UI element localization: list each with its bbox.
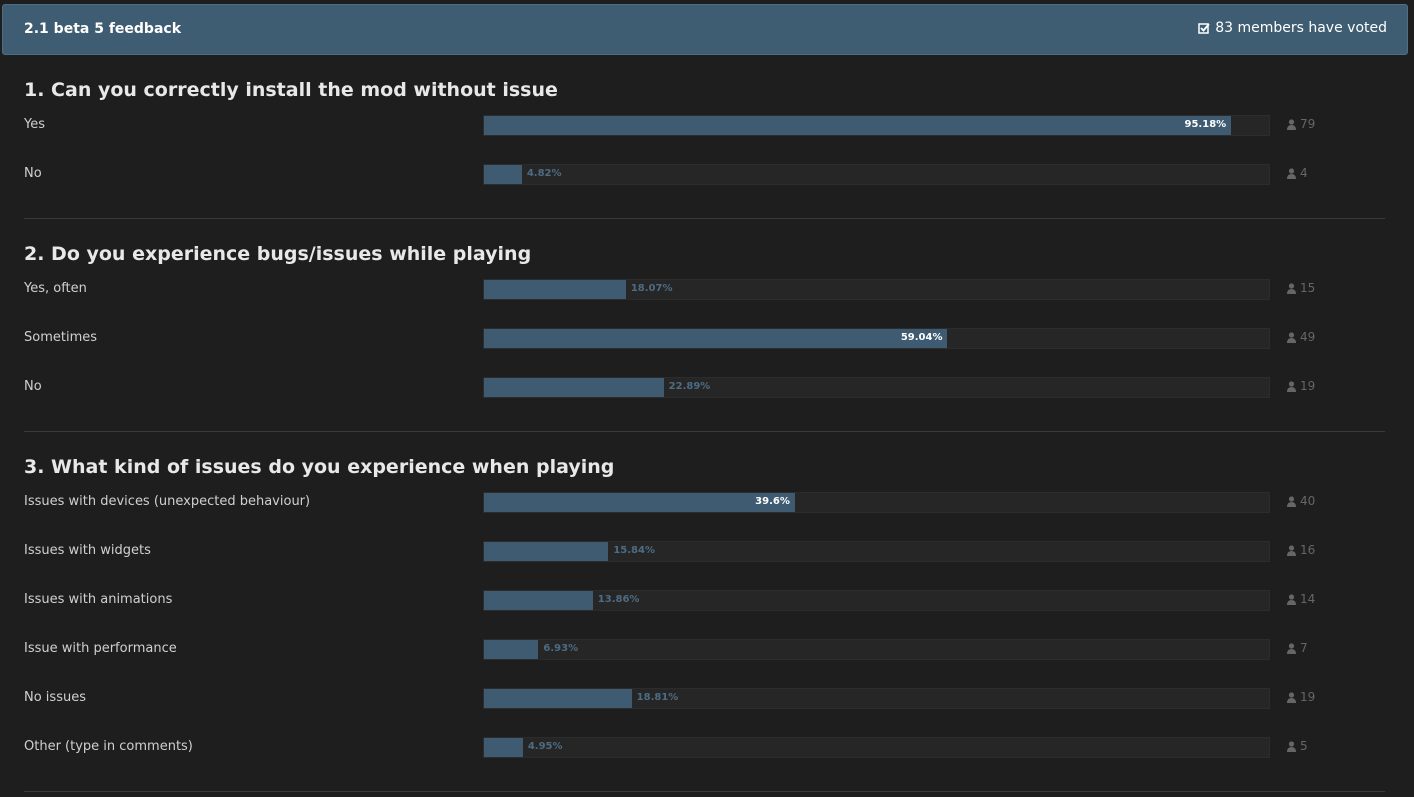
user-icon [1287, 544, 1296, 556]
bar [484, 542, 609, 561]
vote-count: 16 [1287, 543, 1315, 557]
percent-label: 95.18% [1184, 119, 1227, 130]
vote-number: 14 [1300, 592, 1316, 606]
question-title: 1. Can you correctly install the mod wit… [24, 79, 558, 101]
vote-count: 7 [1287, 641, 1308, 655]
vote-number: 19 [1300, 690, 1316, 704]
option-label: Yes [24, 117, 45, 132]
bar [484, 378, 664, 397]
vote-count: 19 [1287, 690, 1315, 704]
bar-track: 18.81% [483, 688, 1270, 709]
bar [484, 280, 626, 299]
percent-label: 15.84% [613, 545, 655, 556]
vote-number: 49 [1300, 330, 1316, 344]
option-label: No [24, 379, 42, 394]
question-title: 2. Do you experience bugs/issues while p… [24, 243, 532, 265]
percent-label: 18.81% [636, 692, 679, 703]
vote-number: 19 [1300, 379, 1316, 393]
vote-number: 16 [1300, 543, 1316, 557]
vote-count: 15 [1287, 281, 1315, 295]
poll-title: 2.1 beta 5 feedback [24, 21, 182, 37]
bar-track: 18.07% [483, 279, 1270, 300]
check-icon [1198, 23, 1210, 34]
percent-label: 39.6% [755, 496, 790, 507]
bar [484, 591, 593, 610]
user-icon [1287, 495, 1296, 507]
separator [24, 431, 1385, 432]
vote-count: 79 [1287, 117, 1315, 131]
percent-label: 22.89% [668, 381, 711, 392]
separator [24, 791, 1385, 792]
user-icon [1287, 691, 1296, 703]
bar [484, 738, 523, 757]
user-icon [1287, 282, 1296, 294]
bar [484, 640, 539, 659]
percent-label: 4.95% [527, 741, 563, 752]
bar-track: 22.89% [483, 377, 1270, 398]
vote-number: 4 [1300, 166, 1308, 180]
option-label: Sometimes [24, 330, 98, 345]
vote-count: 19 [1287, 379, 1315, 393]
vote-count: 4 [1287, 166, 1308, 180]
option-label: Issues with animations [24, 592, 173, 607]
option-label: No issues [24, 690, 86, 705]
vote-count: 40 [1287, 494, 1315, 508]
option-label: Other (type in comments) [24, 739, 193, 754]
bar-track: 39.6% [483, 492, 1270, 513]
vote-count: 5 [1287, 739, 1308, 753]
option-label: Yes, often [24, 281, 87, 296]
percent-label: 59.04% [900, 332, 943, 343]
bar-track: 4.95% [483, 737, 1270, 758]
voters-text: 83 members have voted [1215, 20, 1387, 36]
separator [24, 218, 1385, 219]
bar-track: 4.82% [483, 164, 1270, 185]
bar-track: 13.86% [483, 590, 1270, 611]
vote-count: 49 [1287, 330, 1315, 344]
bar-track: 6.93% [483, 639, 1270, 660]
vote-count: 14 [1287, 592, 1315, 606]
option-label: Issues with widgets [24, 543, 151, 558]
user-icon [1287, 740, 1296, 752]
bar [484, 165, 522, 184]
bar [484, 689, 632, 708]
user-icon [1287, 642, 1296, 654]
vote-number: 79 [1300, 117, 1316, 131]
voters-count: 83 members have voted [1198, 20, 1387, 36]
vote-number: 15 [1300, 281, 1316, 295]
percent-label: 6.93% [543, 643, 579, 654]
bar-track: 59.04% [483, 328, 1270, 349]
bar-track: 15.84% [483, 541, 1270, 562]
bar [484, 116, 1232, 135]
user-icon [1287, 331, 1296, 343]
user-icon [1287, 593, 1296, 605]
percent-label: 4.82% [526, 168, 562, 179]
poll-header: 2.1 beta 5 feedback 83 members have vote… [2, 4, 1408, 55]
vote-number: 5 [1300, 739, 1308, 753]
option-label: No [24, 166, 42, 181]
question-title: 3. What kind of issues do you experience… [24, 456, 615, 478]
user-icon [1287, 167, 1296, 179]
user-icon [1287, 118, 1296, 130]
percent-label: 13.86% [597, 594, 640, 605]
vote-number: 40 [1300, 494, 1316, 508]
percent-label: 18.07% [630, 283, 673, 294]
bar-track: 95.18% [483, 115, 1270, 136]
option-label: Issues with devices (unexpected behaviou… [24, 494, 311, 509]
vote-number: 7 [1300, 641, 1308, 655]
user-icon [1287, 380, 1296, 392]
option-label: Issue with performance [24, 641, 177, 656]
bar [484, 493, 795, 512]
bar [484, 329, 948, 348]
